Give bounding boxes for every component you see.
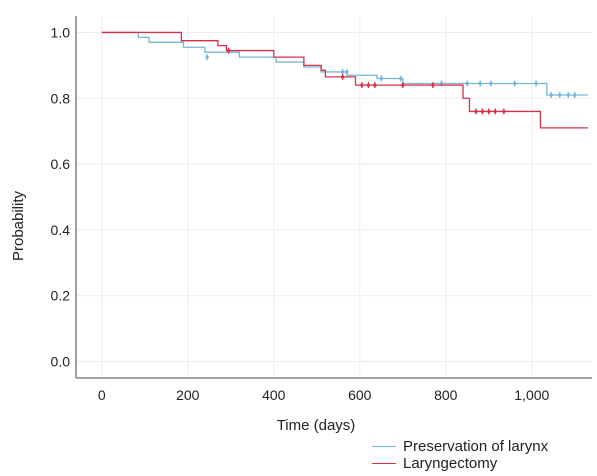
- censor-dot-1-7: [474, 109, 478, 114]
- y-tick-label-4: 0.8: [51, 90, 71, 106]
- censor-dot-1-0: [227, 48, 231, 53]
- series-layer: [101, 31, 588, 129]
- series-line-0: [101, 31, 588, 96]
- censor-dot-1-1: [341, 75, 345, 79]
- series-line-1: [101, 31, 588, 129]
- x-axis-label: Time (days): [277, 417, 356, 434]
- censor-dot-0-7: [478, 81, 482, 86]
- censor-dot-1-10: [493, 109, 497, 114]
- censor-dot-0-1: [341, 70, 345, 74]
- legend-label-preservation: Preservation of larynx: [403, 438, 549, 455]
- censor-dot-0-2: [345, 70, 349, 74]
- y-tick-label-0: 0.0: [51, 354, 71, 370]
- censor-dot-1-5: [401, 83, 405, 87]
- censor-dot-1-11: [502, 109, 506, 114]
- x-tick-label-4: 800: [434, 387, 458, 403]
- censor-dot-1-8: [480, 109, 484, 114]
- censor-dot-0-14: [573, 93, 577, 97]
- legend-swatch-laryngectomy: [372, 463, 396, 464]
- x-tick-label-0: 0: [98, 387, 106, 403]
- censor-dot-0-11: [549, 93, 553, 97]
- grid-lines: [76, 16, 592, 378]
- censor-dot-1-6: [431, 83, 435, 87]
- censor-dot-0-5: [439, 81, 444, 86]
- legend-swatch-preservation: [372, 446, 396, 447]
- censor-dot-0-4: [399, 76, 403, 81]
- censor-dot-0-0: [205, 55, 209, 59]
- censor-dot-0-13: [566, 93, 570, 97]
- x-tick-label-1: 200: [176, 387, 200, 403]
- censor-dot-0-8: [489, 81, 493, 86]
- censor-dot-0-10: [534, 81, 538, 86]
- censor-dot-1-3: [366, 83, 370, 87]
- legend-item-laryngectomy: Laryngectomy: [372, 455, 548, 472]
- censor-dot-1-2: [360, 83, 364, 87]
- legend-item-preservation: Preservation of larynx: [372, 438, 548, 455]
- censor-dot-0-12: [558, 93, 562, 97]
- censor-dot-0-3: [379, 76, 383, 81]
- y-tick-label-2: 0.4: [51, 222, 71, 238]
- y-tick-label-5: 1.0: [51, 24, 71, 40]
- axes: [75, 16, 592, 379]
- x-tick-label-3: 600: [348, 387, 372, 403]
- x-tick-label-2: 400: [262, 387, 286, 403]
- y-axis-label: Probability: [10, 190, 27, 261]
- censor-dot-0-6: [465, 81, 469, 86]
- censor-dot-1-4: [373, 83, 377, 87]
- y-tick-label-1: 0.2: [51, 288, 71, 304]
- x-tick-label-5: 1,000: [514, 387, 549, 403]
- tick-labels: 0.0 0.2 0.4 0.6 0.8 1.0 0 200 400 600 800 1,000: [51, 24, 550, 403]
- censor-dot-1-9: [487, 109, 491, 114]
- legend-label-laryngectomy: Laryngectomy: [403, 455, 498, 472]
- legend: Preservation of larynx Laryngectomy: [372, 438, 548, 472]
- censor-dot-0-9: [513, 81, 517, 86]
- y-tick-label-3: 0.6: [51, 156, 71, 172]
